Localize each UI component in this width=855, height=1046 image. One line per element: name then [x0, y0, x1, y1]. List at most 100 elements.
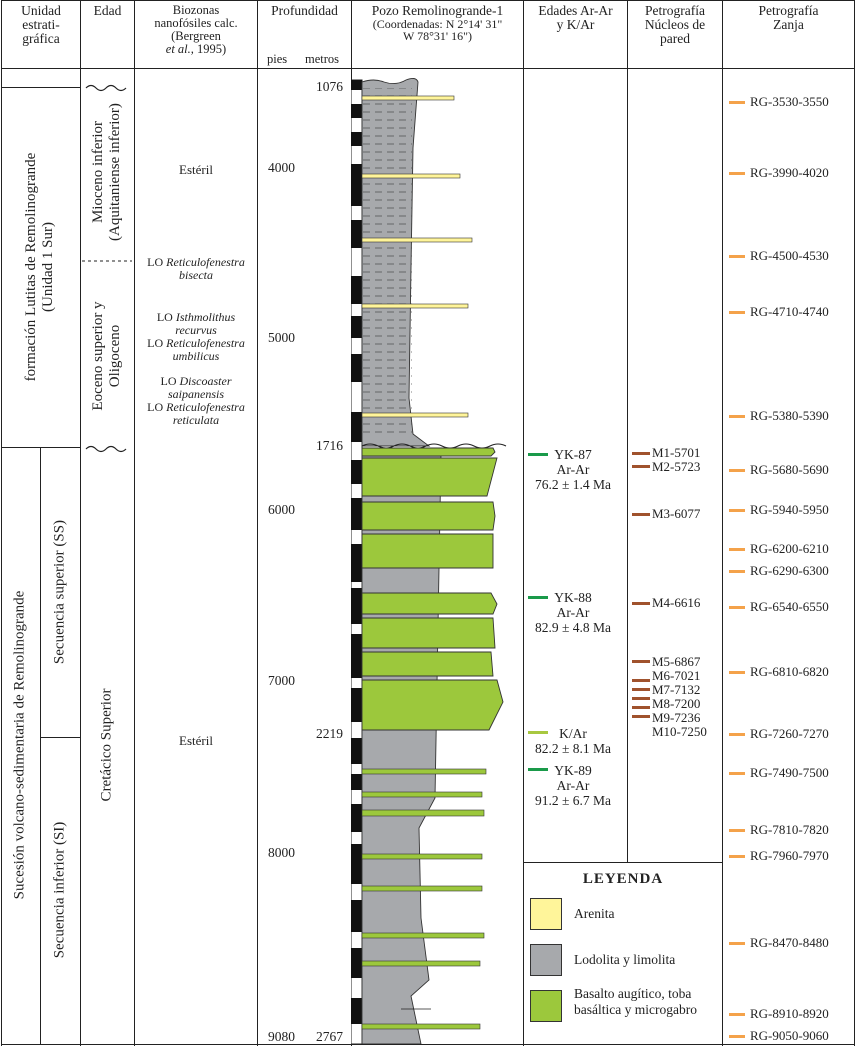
dating-marker [528, 731, 548, 734]
trench-sample: RG-7490-7500 [750, 765, 829, 780]
header-line: (Coordenadas: N 2°14' 31" [372, 17, 503, 31]
trench-sample: RG-4500-4530 [750, 248, 829, 263]
biozone-prefix: LO [147, 400, 164, 414]
core-marker [632, 706, 650, 709]
scale-bar-segment [351, 80, 362, 90]
trench-sample: RG-3530-3550 [750, 94, 829, 109]
header-line: Pozo Remolinogrande-1 [371, 3, 504, 18]
dating-method: Ar-Ar [556, 778, 590, 793]
core-marker [632, 688, 650, 691]
scale-bar-segment [351, 412, 362, 442]
biozone-line: LO Isthmolithus [135, 311, 257, 324]
biozone-line: reticulata [135, 414, 257, 427]
age-line: (Aquitaniense inferior) [107, 103, 123, 241]
dating-entry-1: YK-87 Ar-Ar 76.2 ± 1.4 Ma [528, 447, 618, 492]
core-sample: M9-7236 [652, 710, 701, 725]
header-line: Petrografía [645, 3, 705, 18]
header-unidad: Unidad estrati- gráfica [2, 4, 80, 46]
sandstone-layer [361, 303, 469, 309]
sandstone-layer [361, 95, 455, 101]
scale-bar-segment [351, 588, 362, 624]
trench-marker [729, 101, 745, 104]
biozone-taxon: Reticulofenestra [166, 255, 245, 269]
header-line: W 78°31' 16") [403, 29, 472, 43]
header-border [1, 0, 854, 1]
basalt-bed [361, 457, 498, 497]
biozone-line: bisecta [135, 269, 257, 282]
dating-marker [528, 768, 548, 771]
biozone-line: LO Reticulofenestra [135, 337, 257, 350]
biozone-line: recurvus [135, 324, 257, 337]
basalt-bed [361, 501, 496, 531]
unit-boundary [1, 87, 80, 88]
scale-bar-segment [351, 354, 362, 382]
sandstone-layer [361, 412, 469, 418]
dating-age: 76.2 ± 1.4 Ma [534, 477, 612, 492]
basalt-bed [361, 533, 494, 569]
depth-feet-8000: 8000 [268, 845, 295, 860]
scale-bar-segment [351, 738, 362, 764]
biozone-taxon: Discoaster [179, 374, 232, 388]
biozone-taxon: reticulata [172, 413, 220, 427]
biozone-line: LO Reticulofenestra [135, 401, 257, 414]
dating-id: YK-87 [554, 447, 592, 462]
biozone-prefix: LO [147, 255, 164, 269]
trench-sample: RG-5680-5690 [750, 462, 829, 477]
core-marker [632, 513, 650, 516]
biozone-taxon: Reticulofenestra [166, 400, 245, 414]
core-marker [632, 715, 650, 718]
trench-sample: RG-7260-7270 [750, 726, 829, 741]
unit-line: formación Lutitas de Remolinogrande [23, 152, 39, 382]
header-biozonas: Biozonas nanofósiles calc. (Bergreen et … [135, 4, 257, 56]
divider [1, 0, 2, 1046]
core-sample: M1-5701 [652, 445, 701, 460]
header-line: Edad [93, 3, 122, 18]
core-marker [632, 465, 650, 468]
citation-etal: et al., [165, 42, 194, 56]
unit-formation-label: formación Lutitas de Remolinogrande (Uni… [23, 153, 57, 382]
trench-marker [729, 1013, 745, 1016]
biozone-event-4: LO Discoaster saipanensis [135, 375, 257, 401]
depth-feet-4000: 4000 [268, 160, 295, 175]
trench-marker [729, 606, 745, 609]
divider [627, 0, 628, 862]
divider [80, 0, 81, 1046]
basalt-bed [361, 592, 498, 615]
header-line: pared [660, 31, 690, 46]
legend-title: LEYENDA [582, 871, 664, 887]
unit-sucesion-label: Sucesión volcano-sedimentaria de Remolin… [11, 590, 28, 900]
header-border [1, 68, 854, 69]
header-line: (Bergreen [171, 29, 221, 43]
unconformity-line [85, 84, 127, 92]
biozone-line: LO Discoaster [135, 375, 257, 388]
divider [523, 0, 524, 1046]
biozone-line: umbilicus [135, 350, 257, 363]
legend-swatch-arenita [530, 898, 562, 930]
scale-bar-segment [351, 220, 362, 248]
biozone-line: LO Reticulofenestra [135, 256, 257, 269]
age-cretacico-label: Cretácico Superior [98, 688, 115, 802]
scale-bar-segment [351, 132, 362, 146]
basalt-bed [361, 679, 504, 731]
trench-marker [729, 509, 745, 512]
depth-feet-5000: 5000 [268, 330, 295, 345]
dating-entry-4: YK-89 Ar-Ar 91.2 ± 6.7 Ma [528, 763, 618, 808]
trench-sample: RG-8470-8480 [750, 935, 829, 950]
scale-bar-segment [351, 460, 362, 484]
trench-sample: RG-6200-6210 [750, 541, 829, 556]
header-line: Petrografía [758, 3, 819, 18]
core-sample: M6-7021 [652, 668, 701, 683]
depth-feet-7000: 7000 [268, 673, 295, 688]
age-line: Mioceno inferior [90, 120, 106, 224]
scale-bar-segment [351, 688, 362, 722]
scale-bar-segment [351, 900, 362, 932]
header-petro-nucleos: Petrografía Núcleos de pared [628, 4, 722, 46]
scale-bar-segment [351, 634, 362, 678]
biozone-event-1: LO Reticulofenestra bisecta [135, 256, 257, 282]
basalt-bed [361, 768, 487, 775]
scale-bar-segment [351, 948, 362, 978]
header-edad: Edad [81, 4, 134, 18]
unit-si-label: Secuencia inferior (SI) [51, 821, 68, 959]
core-sample: M7-7132 [652, 682, 701, 697]
legend-label-lodolita: Lodolita y limolita [574, 952, 676, 967]
